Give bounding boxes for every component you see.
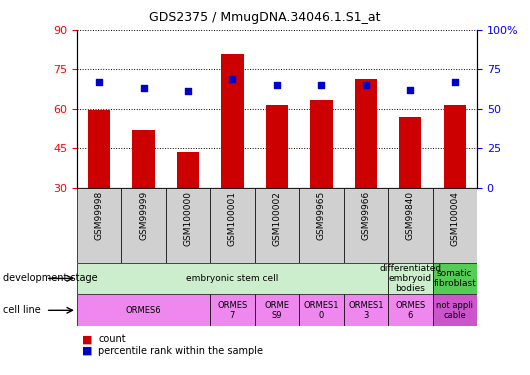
Text: ORMES1
0: ORMES1 0 [304,301,339,320]
Bar [177,152,199,188]
Text: GSM100004: GSM100004 [450,191,460,246]
Bar [77,188,121,262]
Point [184,88,192,94]
Bar [399,117,421,188]
Bar [255,294,299,326]
Bar [266,105,288,188]
Bar [444,105,466,188]
Text: ORMES1
3: ORMES1 3 [348,301,384,320]
Text: embryonic stem cell: embryonic stem cell [186,274,279,283]
Bar [388,188,432,262]
Text: ORMES6: ORMES6 [126,306,161,315]
Text: GSM99999: GSM99999 [139,191,148,240]
Text: not appli
cable: not appli cable [436,301,473,320]
Bar [432,188,477,262]
Text: development stage: development stage [3,273,98,284]
Bar [355,79,377,188]
Text: count: count [98,334,126,344]
Text: GSM100000: GSM100000 [183,191,192,246]
Bar [132,130,155,188]
Text: GSM99840: GSM99840 [406,191,415,240]
Bar [432,262,477,294]
Text: GDS2375 / MmugDNA.34046.1.S1_at: GDS2375 / MmugDNA.34046.1.S1_at [149,11,381,24]
Point [139,85,148,91]
Bar [343,188,388,262]
Bar [310,100,332,188]
Point [361,82,370,88]
Text: cell line: cell line [3,305,40,315]
Point [450,79,459,85]
Bar [343,294,388,326]
Bar [77,262,388,294]
Text: ORME
S9: ORME S9 [264,301,289,320]
Point [95,79,103,85]
Point [406,87,414,93]
Point [317,82,325,88]
Bar [88,110,110,188]
Text: percentile rank within the sample: percentile rank within the sample [98,346,263,355]
Text: differentiated
embryoid
bodies: differentiated embryoid bodies [379,264,441,293]
Text: ■: ■ [82,346,93,355]
Text: GSM99966: GSM99966 [361,191,370,240]
Bar [388,294,432,326]
Text: GSM99998: GSM99998 [94,191,103,240]
Text: ORMES
7: ORMES 7 [217,301,248,320]
Bar [210,188,255,262]
Bar [166,188,210,262]
Point [228,76,237,82]
Text: GSM99965: GSM99965 [317,191,326,240]
Bar [299,188,343,262]
Bar [255,188,299,262]
Bar [210,294,255,326]
Point [272,82,281,88]
Bar [388,262,432,294]
Bar [77,294,210,326]
Bar [432,294,477,326]
Bar [121,188,166,262]
Text: somatic
fibroblast: somatic fibroblast [434,269,476,288]
Bar [222,54,244,188]
Text: ORMES
6: ORMES 6 [395,301,426,320]
Text: ■: ■ [82,334,93,344]
Text: GSM100002: GSM100002 [272,191,281,246]
Bar [299,294,343,326]
Text: GSM100001: GSM100001 [228,191,237,246]
